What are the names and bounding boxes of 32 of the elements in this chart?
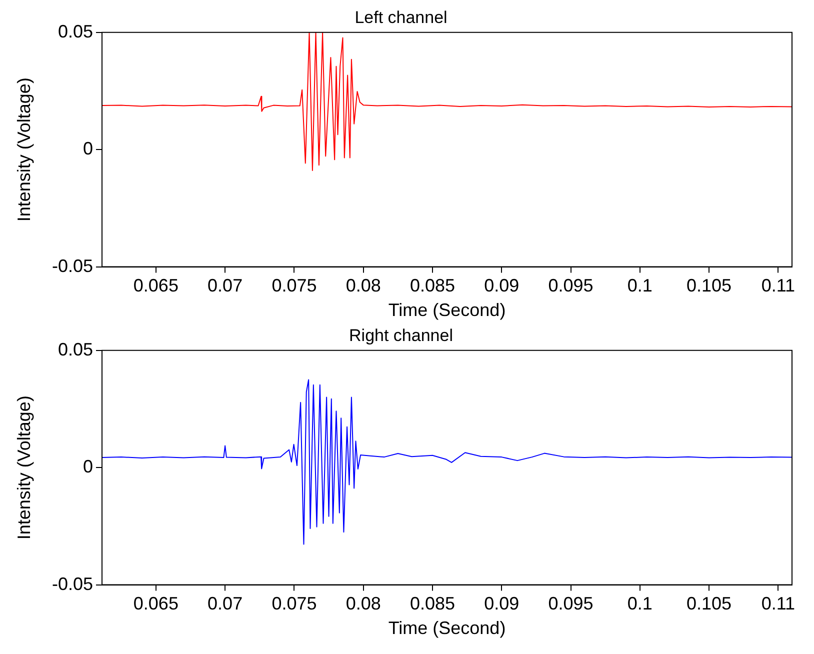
y-tick-label: -0.05 xyxy=(52,256,93,276)
y-tick-label: 0 xyxy=(82,138,93,159)
x-tick-label: 0.09 xyxy=(484,594,520,614)
x-tick-label: 0.09 xyxy=(484,276,520,296)
x-axis-title: Time (Second) xyxy=(388,618,506,638)
x-tick-label: 0.07 xyxy=(208,594,243,614)
x-tick-label: 0.105 xyxy=(686,594,732,614)
x-tick-label: 0.11 xyxy=(761,276,796,296)
y-axis-title: Intensity (Voltage) xyxy=(14,78,34,222)
y-tick-label: 0.05 xyxy=(58,21,93,42)
x-tick-label: 0.105 xyxy=(686,276,732,296)
chart-title: Right channel xyxy=(349,326,453,345)
x-tick-label: 0.08 xyxy=(346,276,381,296)
y-axis-title: Intensity (Voltage) xyxy=(14,396,34,540)
x-axis-title: Time (Second) xyxy=(388,300,506,320)
x-tick-label: 0.075 xyxy=(272,276,317,296)
x-tick-label: 0.085 xyxy=(410,276,456,296)
y-tick-label: 0 xyxy=(82,456,93,477)
x-tick-label: 0.095 xyxy=(548,276,594,296)
chart-title: Left channel xyxy=(354,8,448,27)
x-tick-label: 0.11 xyxy=(761,594,796,614)
x-tick-label: 0.07 xyxy=(208,276,243,296)
y-tick-label: 0.05 xyxy=(58,339,93,360)
x-tick-label: 0.1 xyxy=(627,276,652,296)
y-tick-label: -0.05 xyxy=(52,574,93,594)
x-tick-label: 0.095 xyxy=(548,594,594,614)
x-tick-label: 0.075 xyxy=(272,594,317,614)
x-tick-label: 0.065 xyxy=(133,594,178,614)
x-tick-label: 0.08 xyxy=(346,594,381,614)
x-tick-label: 0.085 xyxy=(410,594,456,614)
x-tick-label: 0.065 xyxy=(133,276,178,296)
x-tick-label: 0.1 xyxy=(627,594,652,614)
